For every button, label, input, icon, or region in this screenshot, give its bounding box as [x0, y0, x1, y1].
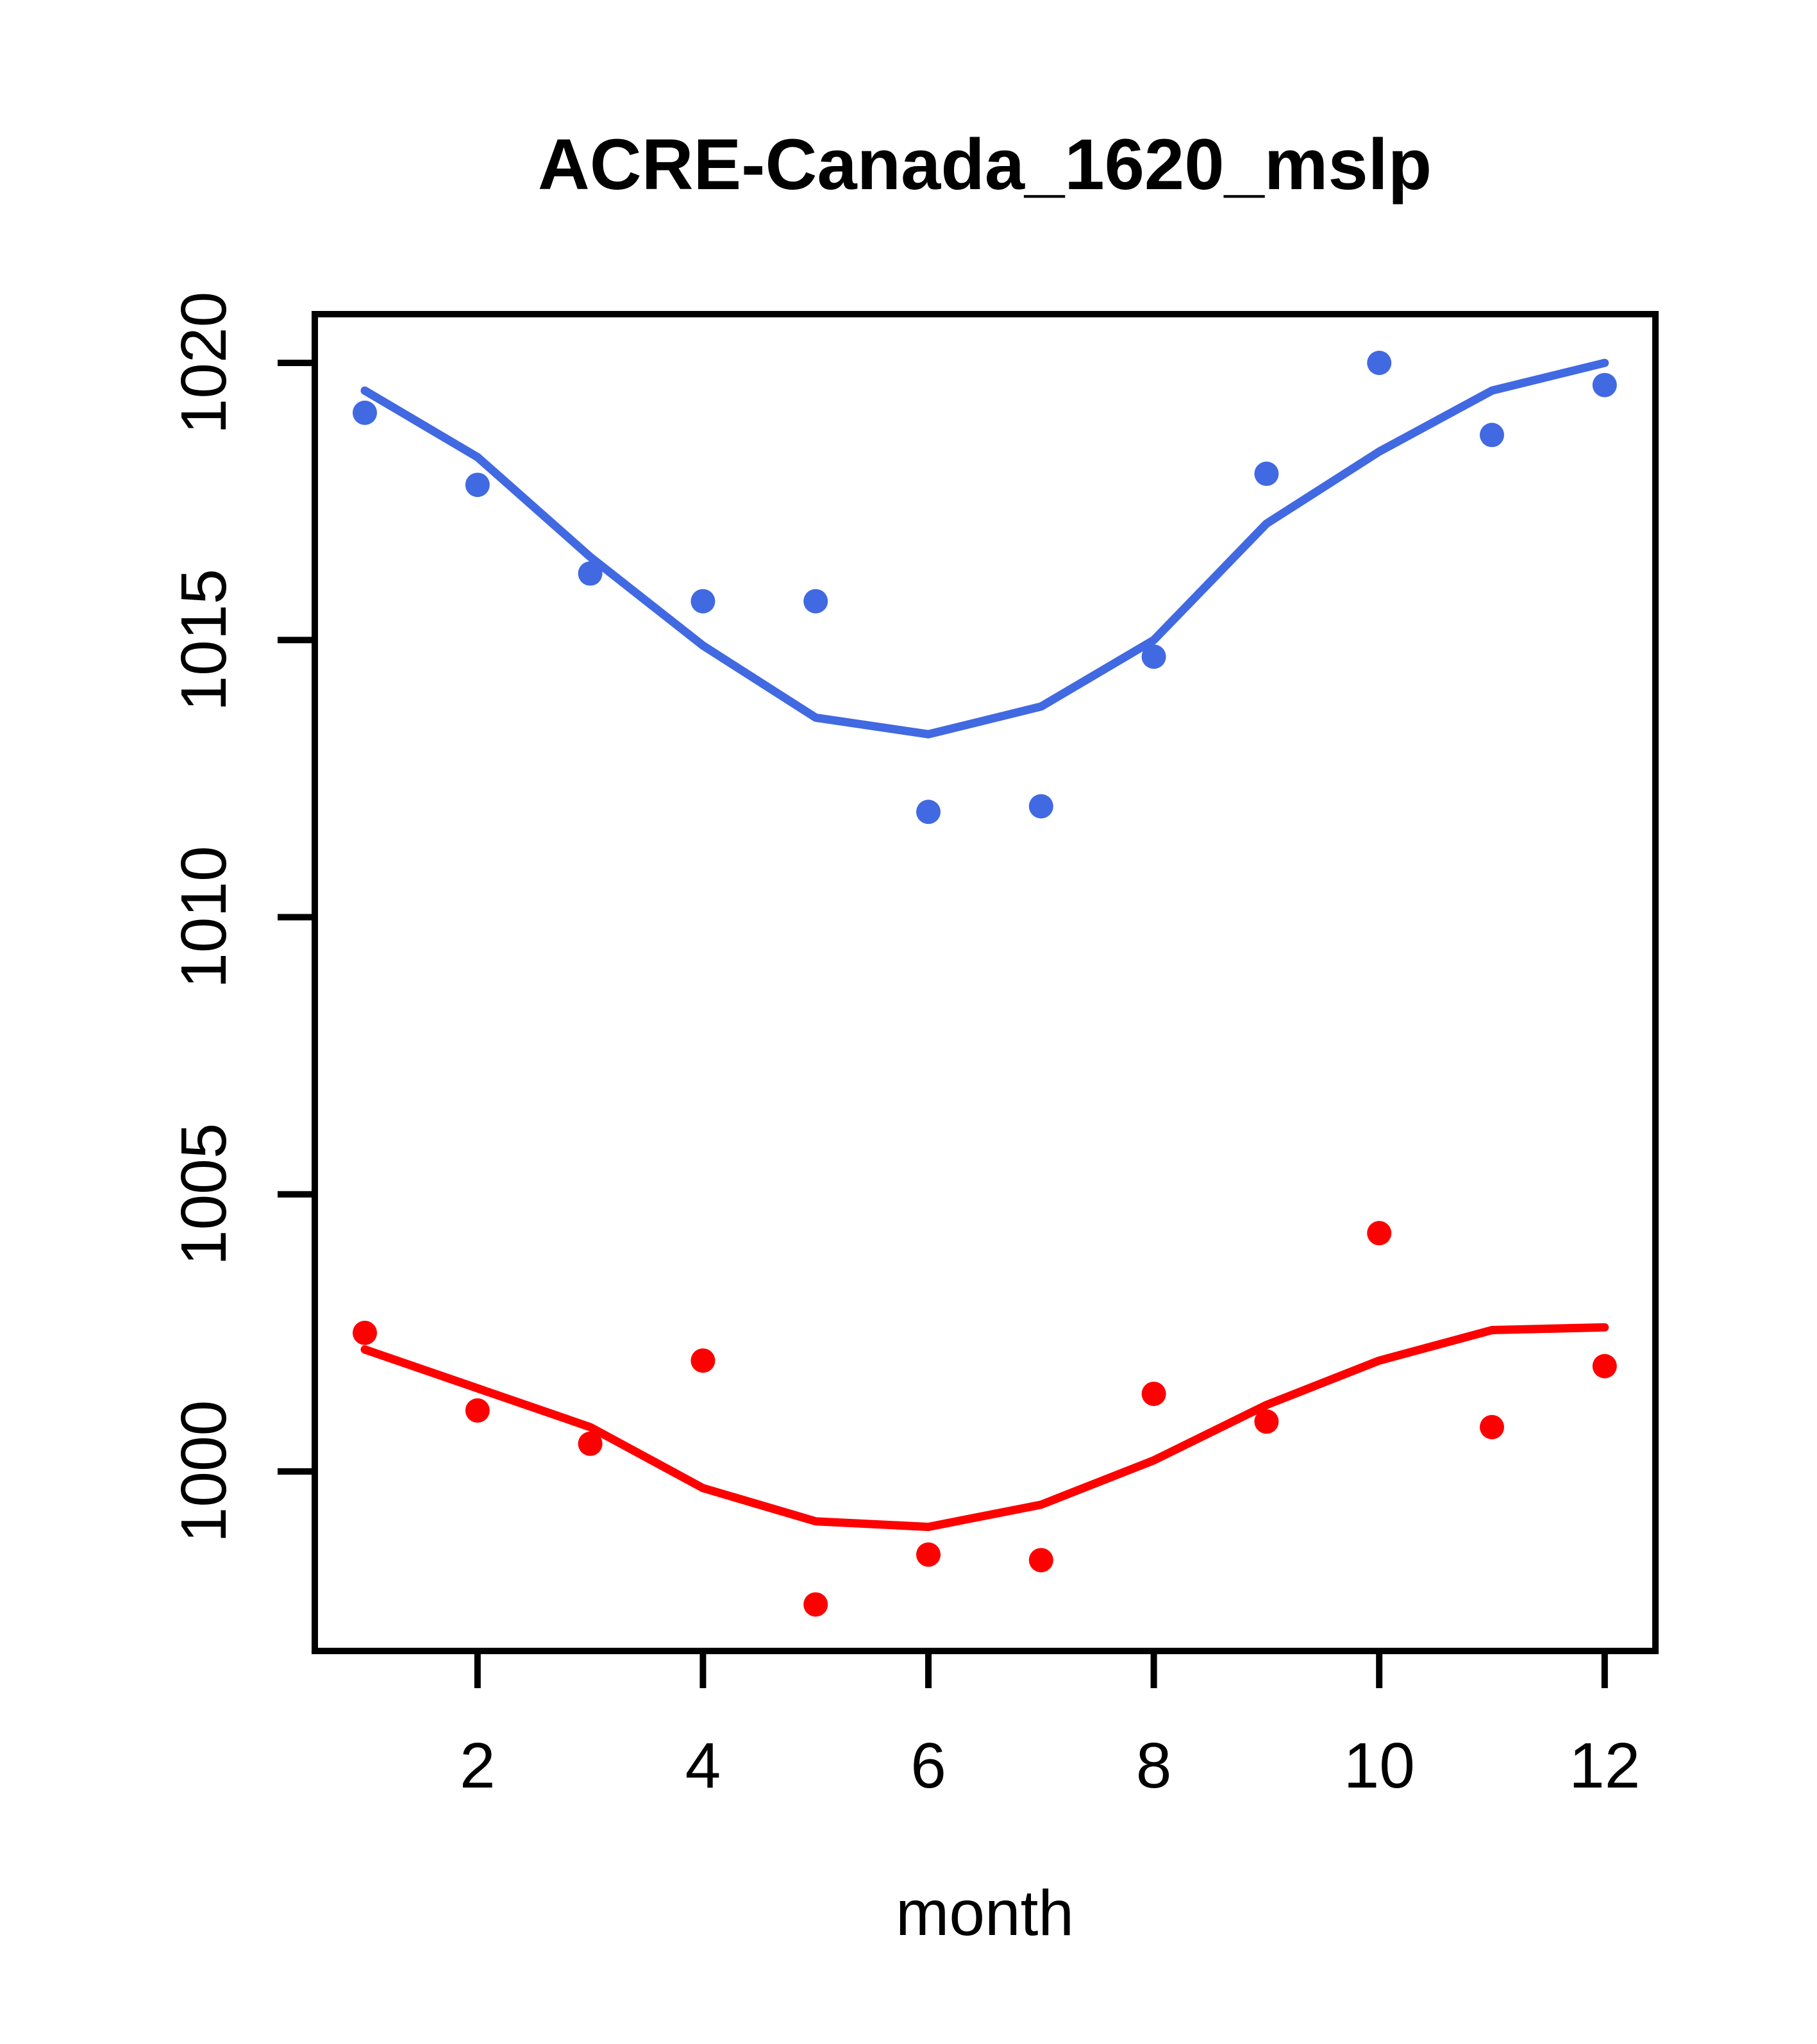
red-monthly-points-dot: [1254, 1409, 1279, 1434]
red-monthly-points-dot: [691, 1348, 716, 1373]
x-axis-tick-label: 2: [460, 1730, 496, 1802]
y-axis-tick-label: 1005: [168, 1123, 240, 1266]
red-monthly-points-dot: [353, 1320, 377, 1345]
plot-box: [312, 311, 1659, 1654]
chart-title: ACRE-Canada_1620_mslp: [538, 124, 1432, 205]
blue-monthly-points-dot: [465, 473, 490, 498]
red-monthly-points-dot: [803, 1592, 828, 1617]
blue-monthly-points-dot: [1592, 373, 1617, 398]
blue-monthly-points-dot: [1028, 794, 1053, 819]
x-axis-tick-label: 6: [910, 1730, 946, 1802]
x-axis-tick-label: 12: [1569, 1730, 1640, 1802]
blue-monthly-points-dot: [691, 589, 716, 614]
y-axis-tick-label: 1000: [168, 1400, 240, 1543]
red-monthly-points-dot: [1480, 1414, 1504, 1439]
red-monthly-points-dot: [1592, 1353, 1617, 1378]
blue-monthly-points-dot: [1480, 423, 1504, 448]
y-axis-tick-label: 1020: [168, 292, 240, 434]
plot-area: 1000 1005 1010 1015 1020 2 4 6 8 10 12: [168, 292, 1659, 1802]
y-axis-tick-label: 1015: [168, 569, 240, 711]
red-monthly-points-dot: [1141, 1381, 1166, 1406]
y-axis-tick-label: 1010: [168, 846, 240, 988]
red-monthly-points-dot: [465, 1398, 490, 1423]
x-axis-label: month: [896, 1877, 1074, 1949]
blue-monthly-points-dot: [1367, 351, 1392, 375]
blue-monthly-points-dot: [916, 800, 941, 825]
red-monthly-points-dot: [1367, 1221, 1392, 1246]
red-monthly-points-dot: [916, 1542, 941, 1567]
blue-monthly-points-dot: [1254, 461, 1279, 486]
red-monthly-points-dot: [578, 1431, 603, 1456]
x-axis-tick-label: 4: [685, 1730, 721, 1802]
blue-monthly-points-dot: [578, 561, 603, 586]
blue-monthly-points-dot: [1141, 644, 1166, 669]
red-loess-line: [360, 1323, 1609, 1531]
x-axis-tick-label: 10: [1344, 1730, 1415, 1802]
blue-monthly-points-dot: [803, 589, 828, 614]
blue-monthly-points-dot: [353, 400, 377, 425]
red-monthly-points-dot: [1028, 1548, 1053, 1573]
x-axis-tick-label: 8: [1136, 1730, 1172, 1802]
blue-loess-line: [360, 358, 1609, 739]
